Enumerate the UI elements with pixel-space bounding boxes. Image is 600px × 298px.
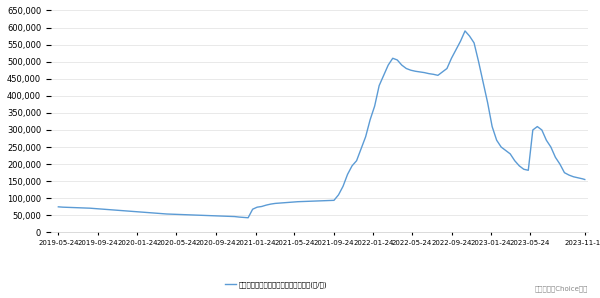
Text: 数据来源：Choice数据: 数据来源：Choice数据 [535, 285, 588, 292]
Legend: 市场小煤量锂电池级碳酸锂市场生意价(元/吨): 市场小煤量锂电池级碳酸锂市场生意价(元/吨) [223, 279, 331, 291]
